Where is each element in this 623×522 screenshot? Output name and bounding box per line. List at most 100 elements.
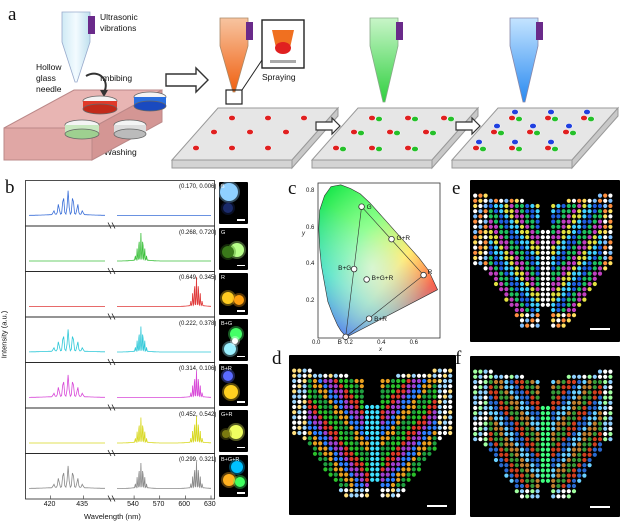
led-dot [401, 394, 406, 399]
led-dot [375, 441, 380, 446]
led-dot [561, 287, 566, 292]
led-dot [333, 389, 338, 394]
led-dot [514, 442, 519, 447]
led-dot [519, 442, 525, 447]
led-dot [437, 394, 442, 399]
led-dot [318, 378, 323, 384]
chromaticity-coordinate: (0.314, 0.106) [179, 366, 217, 372]
led-dot [359, 425, 364, 430]
led-dot [318, 456, 323, 462]
led-dot [448, 404, 453, 410]
led-dot [587, 276, 592, 281]
led-dot [535, 400, 540, 405]
led-dot [571, 442, 577, 447]
led-dot [401, 373, 406, 378]
led-dot [556, 431, 561, 437]
led-dot [473, 405, 478, 411]
led-dot [488, 411, 493, 416]
led-dot [577, 214, 582, 219]
process-arrow-3 [455, 116, 481, 136]
led-dot [561, 483, 566, 489]
led-dot [530, 229, 535, 235]
led-dot [427, 389, 432, 394]
led-dot [608, 235, 613, 240]
led-dot [406, 446, 411, 451]
led-dot [540, 463, 545, 468]
led-dot [318, 436, 323, 441]
led-dot [514, 385, 519, 390]
led-dot [401, 430, 406, 436]
emission-spot [222, 245, 234, 258]
led-dot [354, 378, 359, 384]
led-dot [338, 420, 344, 425]
led-dot [380, 493, 385, 498]
led-dot [577, 374, 582, 379]
led-dot [370, 456, 375, 462]
led-dot [437, 430, 442, 436]
led-dot [416, 389, 422, 394]
led-dot [318, 420, 323, 425]
led-dot [504, 385, 509, 390]
led-dot [566, 219, 571, 224]
led-dot [364, 420, 370, 425]
led-dot [540, 281, 545, 287]
led-dot [530, 214, 535, 219]
led-dot [422, 399, 427, 404]
led-dot [359, 394, 364, 399]
led-dot [514, 307, 519, 313]
led-dot [566, 266, 571, 271]
led-dot [551, 463, 556, 468]
led-dot [561, 219, 566, 224]
led-dot [556, 219, 561, 224]
led-dot [530, 235, 535, 240]
led-dot [432, 415, 437, 420]
led-dot [582, 379, 587, 385]
led-dot [432, 399, 437, 404]
led-dot [333, 430, 338, 436]
led-dot [514, 452, 519, 457]
emission-spot [230, 327, 242, 340]
led-dot [422, 394, 427, 399]
led-dot [302, 436, 307, 441]
led-dot [499, 385, 504, 390]
dots-platform-2 [192, 115, 308, 151]
led-dot [396, 472, 401, 477]
led-dot [571, 411, 577, 416]
led-dot [370, 420, 375, 425]
led-dot [571, 385, 577, 390]
led-dot [582, 416, 587, 421]
led-dot [292, 373, 297, 378]
droplet [569, 130, 577, 136]
led-dot [349, 378, 354, 384]
droplet [393, 130, 401, 136]
led-dot [488, 224, 493, 229]
led-dot [411, 373, 416, 378]
led-dot [448, 394, 453, 399]
led-dot [597, 250, 603, 255]
led-dot [406, 394, 411, 399]
led-dot [411, 456, 416, 462]
led-dot [473, 214, 478, 219]
led-dot [582, 390, 587, 395]
led-dot [333, 472, 338, 477]
led-dot [338, 384, 344, 389]
led-dot [509, 379, 514, 385]
led-dot [571, 224, 577, 229]
led-dot [483, 224, 488, 229]
led-dot [292, 420, 297, 425]
led-dot [483, 390, 488, 395]
led-dot [302, 420, 307, 425]
led-dot [587, 411, 592, 416]
led-dot [603, 250, 608, 255]
led-dot [390, 394, 396, 399]
led-dot [540, 235, 545, 240]
led-dot [519, 390, 525, 395]
led-dot [556, 421, 561, 426]
led-dot [380, 430, 385, 436]
led-dot [525, 214, 530, 219]
led-dot [499, 447, 504, 452]
led-dot [473, 431, 478, 437]
led-dot [328, 420, 333, 425]
emission-spot [222, 292, 234, 304]
led-dot [556, 235, 561, 240]
